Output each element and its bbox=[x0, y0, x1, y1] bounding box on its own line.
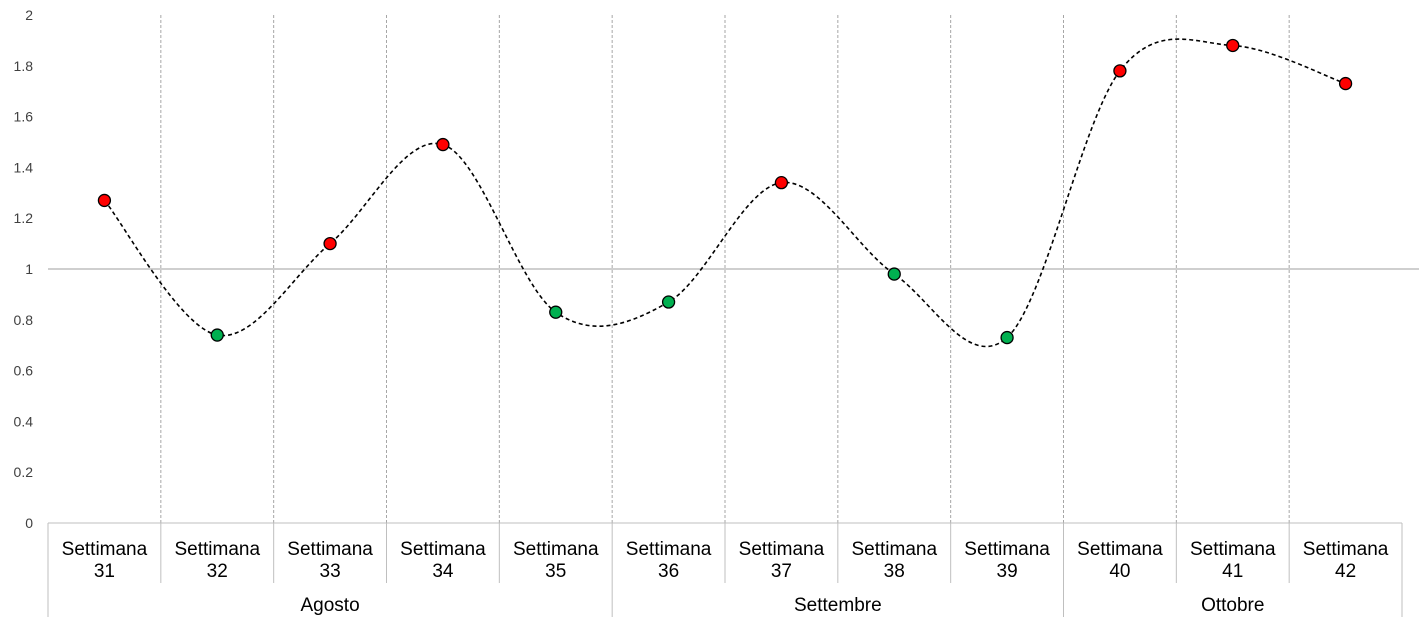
y-tick-label: 1 bbox=[25, 261, 33, 277]
y-tick-label: 1.6 bbox=[14, 109, 34, 125]
axis-layer bbox=[47, 522, 1403, 617]
grid-layer bbox=[48, 15, 1419, 523]
y-tick-label: 1.8 bbox=[14, 58, 34, 74]
x-axis-group-labels: Agosto Settembre Ottobre bbox=[301, 595, 1265, 616]
data-point-above bbox=[1113, 64, 1127, 78]
x-axis-category-labels: Settimana 31 Settimana 32 Settimana 33 Settima… bbox=[62, 539, 1389, 582]
y-tick-label: 2 bbox=[25, 7, 33, 23]
x-tick-label: Settimana 35 bbox=[513, 539, 599, 582]
data-point-above bbox=[436, 137, 450, 152]
x-group-label: Agosto bbox=[301, 595, 360, 616]
x-tick-label: Settimana 37 bbox=[739, 539, 825, 582]
data-point-below bbox=[1000, 330, 1014, 345]
data-point-below bbox=[549, 305, 563, 319]
data-point-above bbox=[323, 236, 337, 251]
y-axis-ticks: 0 0.2 0.4 0.6 0.8 1 1.2 1.4 1.6 1.8 2 bbox=[14, 7, 34, 531]
data-point-below bbox=[661, 295, 676, 309]
x-tick-label: Settimana 42 bbox=[1303, 539, 1389, 582]
x-group-label: Settembre bbox=[794, 595, 882, 616]
data-points-layer bbox=[97, 38, 1353, 345]
y-tick-label: 0.8 bbox=[14, 312, 34, 328]
y-tick-label: 0.6 bbox=[14, 363, 34, 379]
x-tick-label: Settimana 40 bbox=[1077, 539, 1163, 582]
x-tick-label: Settimana 31 bbox=[62, 539, 148, 582]
y-tick-label: 1.4 bbox=[14, 159, 34, 175]
y-tick-label: 1.2 bbox=[14, 210, 34, 226]
x-tick-label: Settimana 38 bbox=[851, 539, 937, 582]
x-tick-label: Settimana 32 bbox=[174, 539, 260, 582]
y-tick-label: 0 bbox=[25, 515, 33, 531]
data-point-above bbox=[1226, 38, 1240, 53]
data-point-below bbox=[887, 267, 901, 281]
data-point-above bbox=[1338, 76, 1353, 91]
x-group-label: Ottobre bbox=[1201, 595, 1264, 616]
x-tick-label: Settimana 39 bbox=[964, 539, 1050, 582]
y-tick-label: 0.2 bbox=[14, 464, 34, 480]
x-tick-label: Settimana 41 bbox=[1190, 539, 1276, 582]
y-tick-label: 0.4 bbox=[14, 413, 34, 429]
data-point-below bbox=[210, 328, 224, 342]
x-tick-label: Settimana 33 bbox=[287, 539, 373, 582]
x-tick-label: Settimana 36 bbox=[626, 539, 712, 582]
data-point-above bbox=[97, 193, 112, 208]
x-tick-label: Settimana 34 bbox=[400, 539, 486, 582]
data-point-above bbox=[774, 175, 789, 190]
